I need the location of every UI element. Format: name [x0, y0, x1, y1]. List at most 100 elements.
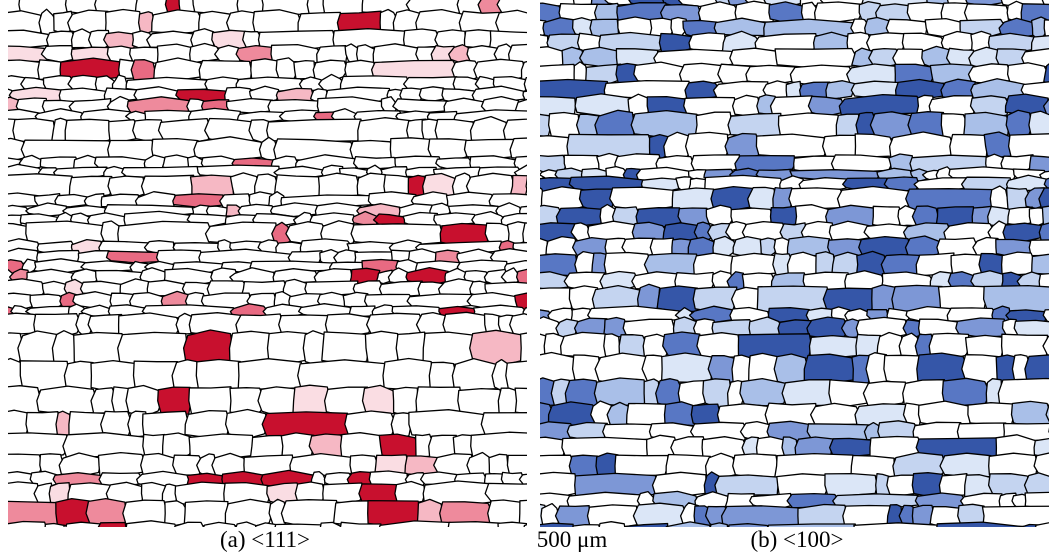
- grain: [500, 267, 523, 287]
- grain: [293, 59, 317, 80]
- grain: [97, 521, 127, 527]
- grain: [692, 252, 735, 276]
- grain: [598, 521, 626, 527]
- grain: [54, 193, 90, 208]
- grain: [1038, 222, 1049, 243]
- grain: [540, 46, 567, 68]
- grain: [1043, 177, 1049, 191]
- grain: [963, 111, 1010, 139]
- grain: [709, 522, 729, 527]
- grain: [65, 521, 101, 527]
- grain: [624, 522, 669, 527]
- grain: [865, 32, 907, 52]
- grain: [739, 377, 788, 407]
- grain: [224, 408, 270, 440]
- grain: [540, 522, 574, 527]
- grain: [235, 521, 258, 527]
- grain: [1023, 472, 1049, 499]
- grain: [665, 521, 711, 527]
- grain: [1041, 205, 1049, 228]
- grain: [495, 9, 527, 37]
- grain: [559, 331, 609, 359]
- grain: [883, 354, 922, 385]
- grain: [825, 80, 856, 101]
- grain: [1033, 437, 1049, 459]
- grain: [254, 522, 277, 527]
- grain: [777, 319, 814, 338]
- grain: [249, 434, 285, 459]
- grain: [408, 409, 488, 439]
- grain: [540, 237, 549, 258]
- grain: [981, 505, 1049, 527]
- grain: [8, 385, 42, 416]
- grain: [838, 93, 922, 116]
- panel-caption: (a) <111>: [220, 527, 310, 552]
- grain: [339, 521, 382, 527]
- grain: [125, 384, 163, 417]
- grain: [830, 154, 893, 173]
- grain: [514, 292, 527, 312]
- grain: [831, 251, 861, 276]
- grain: [514, 387, 527, 415]
- grain: [519, 332, 527, 364]
- grain: [797, 503, 849, 527]
- grain: [939, 452, 994, 478]
- grain: [949, 133, 989, 159]
- grain: [502, 118, 527, 143]
- grain: [1030, 35, 1049, 54]
- grain: [1000, 251, 1037, 276]
- grain-map-100: [540, 0, 1049, 527]
- grain: [523, 76, 527, 91]
- grain: [171, 359, 200, 392]
- grain: [1028, 239, 1049, 257]
- grain: [319, 521, 342, 527]
- grain: [1028, 110, 1049, 138]
- grain: [274, 523, 323, 527]
- grain: [8, 45, 49, 63]
- grain: [44, 522, 65, 527]
- grain: [488, 193, 527, 210]
- grain: [518, 499, 527, 527]
- grain: [125, 520, 177, 527]
- grain: [252, 9, 303, 35]
- grain: [8, 192, 40, 208]
- grain: [1024, 491, 1049, 510]
- grain: [173, 521, 205, 527]
- grain: [786, 251, 821, 277]
- grain: [1010, 400, 1049, 430]
- grain: [781, 379, 834, 407]
- grain: [525, 175, 527, 193]
- grain: [614, 454, 669, 477]
- grain: [382, 357, 434, 391]
- grain: [732, 453, 779, 480]
- grain: [317, 172, 360, 198]
- grain: [451, 357, 499, 392]
- grain: [729, 47, 779, 68]
- grain: [509, 137, 527, 160]
- grain: [1033, 452, 1049, 479]
- grain: [1005, 109, 1033, 138]
- grain: [151, 9, 204, 35]
- grain: [522, 222, 527, 244]
- grain: [997, 377, 1049, 407]
- grain: [1024, 354, 1049, 385]
- grain: [202, 521, 237, 527]
- grain: [68, 175, 115, 199]
- grain: [747, 186, 778, 211]
- grain: [324, 313, 373, 338]
- grain: [540, 113, 552, 138]
- grain: [40, 44, 75, 63]
- grain: [392, 98, 448, 114]
- grain: [518, 473, 527, 487]
- grain: [117, 220, 213, 245]
- grain: [572, 523, 601, 527]
- grain: [489, 248, 527, 265]
- grain: [1042, 335, 1049, 358]
- grain: [457, 387, 504, 416]
- grain: [229, 387, 266, 418]
- grain: [1042, 309, 1049, 323]
- grain: [224, 498, 273, 527]
- grain: [117, 331, 188, 365]
- grain: [12, 117, 56, 144]
